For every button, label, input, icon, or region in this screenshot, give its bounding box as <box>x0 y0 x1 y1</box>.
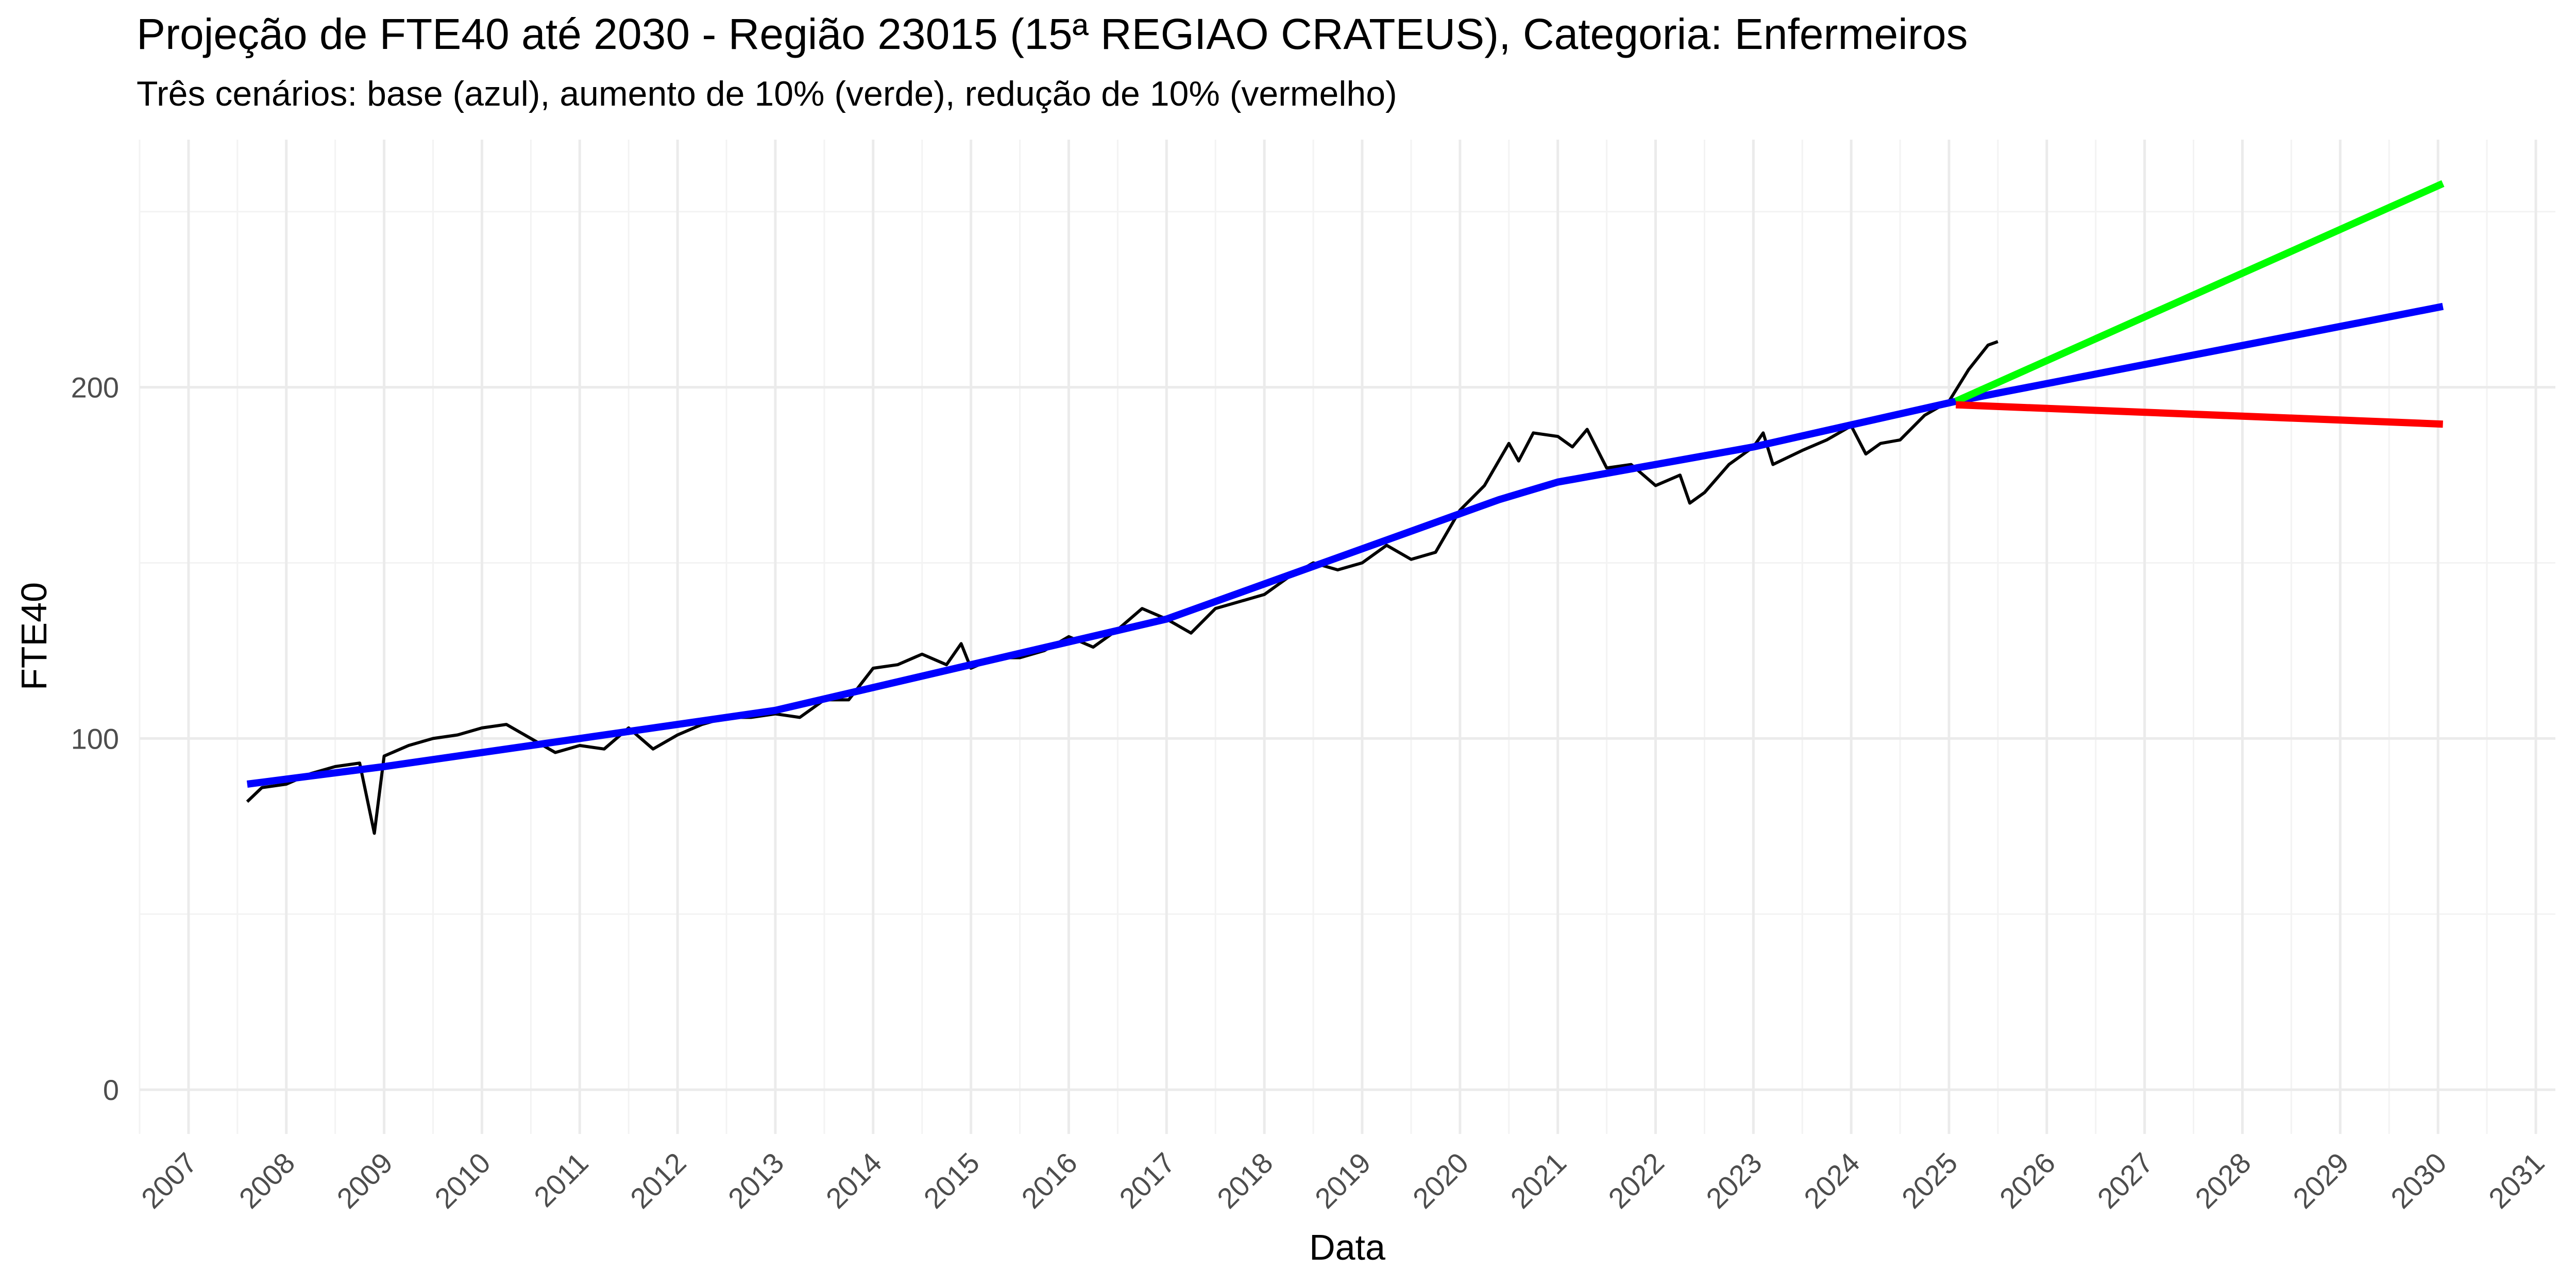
x-tick-label: 2007 <box>135 1146 204 1215</box>
x-tick-label: 2027 <box>2091 1146 2160 1215</box>
x-axis-title: Data <box>1309 1227 1385 1267</box>
x-tick-label: 2015 <box>917 1146 986 1215</box>
x-tick-label: 2009 <box>330 1146 399 1215</box>
chart-title: Projeção de FTE40 até 2030 - Região 2301… <box>137 10 1968 58</box>
x-tick-label: 2010 <box>428 1146 497 1215</box>
x-tick-label: 2021 <box>1504 1146 1572 1215</box>
x-tick-label: 2017 <box>1113 1146 1181 1215</box>
x-tick-label: 2028 <box>2189 1146 2257 1215</box>
x-tick-label: 2019 <box>1309 1146 1377 1215</box>
x-tick-label: 2026 <box>1993 1146 2062 1215</box>
x-tick-label: 2030 <box>2384 1146 2453 1215</box>
chart-subtitle: Três cenários: base (azul), aumento de 1… <box>137 74 1397 113</box>
x-tick-label: 2013 <box>722 1146 790 1215</box>
x-tick-label: 2008 <box>233 1146 301 1215</box>
x-tick-label: 2014 <box>820 1146 888 1215</box>
x-tick-label: 2016 <box>1015 1146 1083 1215</box>
series-line <box>1956 401 2443 428</box>
x-tick-label: 2029 <box>2286 1146 2355 1215</box>
y-tick-label: 100 <box>71 722 119 755</box>
x-tick-label: 2023 <box>1700 1146 1768 1215</box>
series-line <box>246 340 1998 835</box>
x-tick-label: 2020 <box>1406 1146 1475 1215</box>
x-tick-label: 2012 <box>624 1146 692 1215</box>
x-tick-label: 2022 <box>1602 1146 1670 1215</box>
x-tick-label: 2025 <box>1895 1146 1964 1215</box>
x-tick-label: 2011 <box>528 1146 595 1213</box>
series-line <box>246 302 2444 788</box>
y-tick-label: 200 <box>71 371 119 404</box>
x-tick-label: 2018 <box>1211 1146 1279 1215</box>
x-tick-label: 2024 <box>1798 1146 1866 1215</box>
y-axis-title: FTE40 <box>14 582 54 690</box>
x-tick-label: 2031 <box>2482 1146 2551 1215</box>
y-tick-label: 0 <box>103 1074 119 1106</box>
series-line <box>1954 180 2445 405</box>
